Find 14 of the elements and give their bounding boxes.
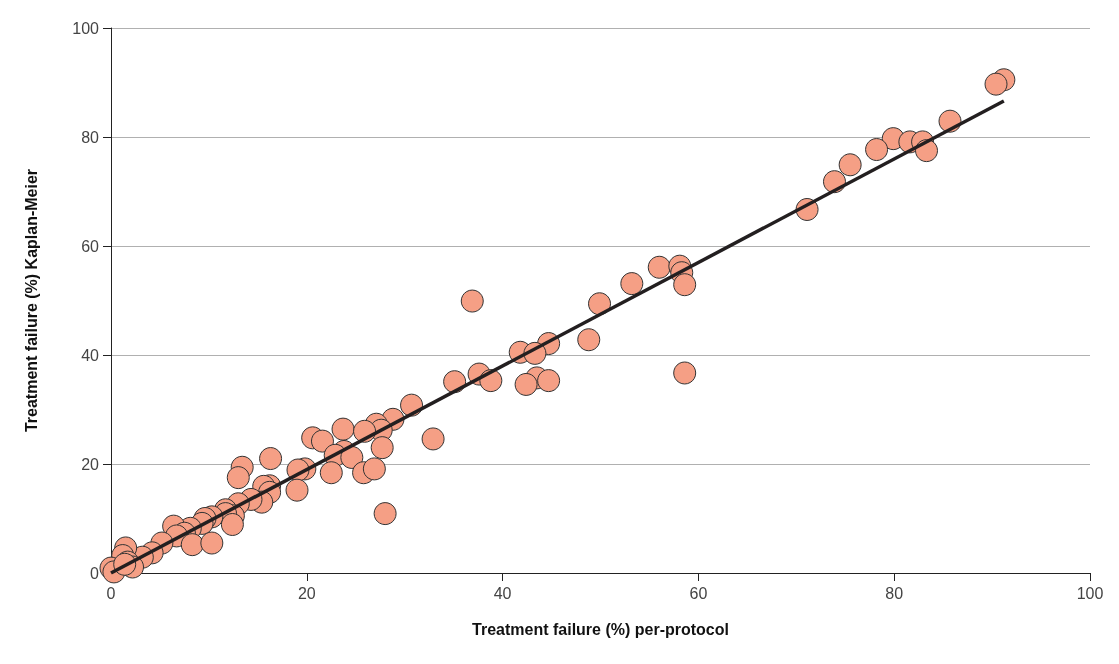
y-tick-label: 60	[81, 237, 100, 255]
x-tick-label: 40	[493, 584, 512, 602]
y-tick-label: 20	[81, 455, 100, 473]
x-tick-label: 80	[885, 584, 904, 602]
x-tick-label: 60	[689, 584, 708, 602]
y-axis-title: Treatment failure (%) Kaplan-Meier	[22, 168, 40, 433]
x-tick-label: 0	[106, 584, 116, 602]
y-tick-label: 100	[72, 19, 100, 37]
x-tick-label: 100	[1076, 584, 1104, 602]
y-tick-label: 80	[81, 128, 100, 146]
y-tick-label: 40	[81, 346, 100, 364]
x-axis-title: Treatment failure (%) per-protocol	[472, 620, 729, 638]
y-tick-label: 0	[90, 564, 100, 582]
x-tick-label: 20	[297, 584, 316, 602]
